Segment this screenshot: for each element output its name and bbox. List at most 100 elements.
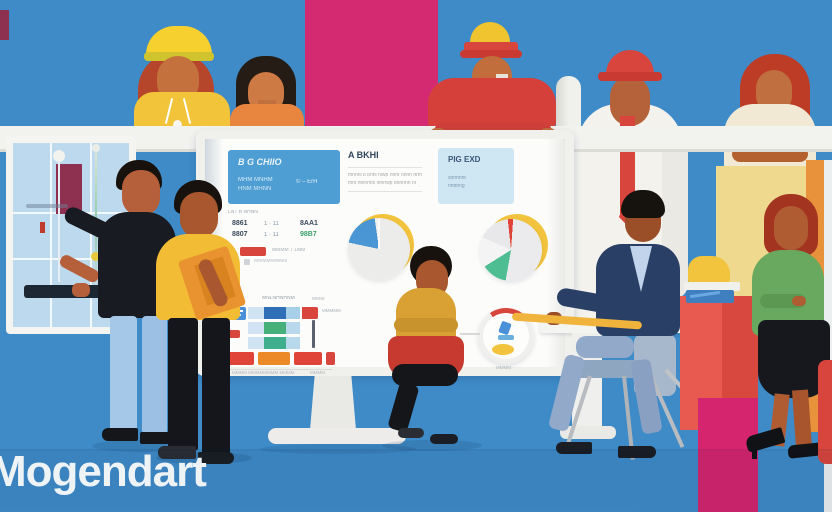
bar1-note: MMMMM [322, 309, 341, 313]
monitor-stand-neck [310, 376, 356, 430]
face [122, 170, 160, 216]
floor-seam [0, 449, 832, 451]
shoe-1 [398, 428, 424, 438]
bar1-seg-pale [286, 307, 300, 319]
torso [230, 104, 304, 130]
bar2-seg-pale [286, 322, 300, 334]
white-tray [684, 282, 740, 291]
list-note2: MMMMMMMM [254, 259, 288, 264]
grid-line-v1 [50, 143, 52, 327]
bar1-seg-red [302, 307, 318, 319]
lightblue-panel-line2: hnttnng [448, 184, 465, 189]
hand [792, 296, 806, 306]
shoe-2 [140, 432, 174, 444]
blue-card-line1: MHM MNHM [238, 177, 273, 183]
mid-divider-1 [348, 167, 422, 168]
monitor-shadow [260, 444, 416, 454]
blue-card-right-stat: © – ErH [296, 179, 318, 185]
block-orange [258, 352, 290, 365]
heel-spike-1 [752, 446, 757, 459]
grid-line-v2 [90, 143, 92, 327]
blue-card-line2: HNM MHNN [238, 186, 272, 192]
face [180, 192, 218, 238]
note-icon [244, 259, 250, 265]
donut-blue-glyph-2 [498, 335, 514, 340]
list-row1-mid: 1 · 11 [264, 221, 279, 227]
magenta-panel [698, 398, 758, 512]
list-label: LNT B NHNN [228, 210, 258, 215]
thigh [576, 336, 634, 358]
pie-mid-needle [378, 219, 380, 249]
logo-wordmark: Mogendart [0, 448, 207, 496]
ball-marker-1 [53, 150, 65, 162]
floor-tint [0, 451, 832, 512]
chair-seat [576, 360, 648, 378]
bar2-seg-green [264, 322, 286, 334]
red-tick [40, 222, 45, 233]
pants-leg-1 [168, 318, 198, 450]
hair [621, 190, 665, 218]
pie-right [480, 219, 542, 281]
red-badge: MMM [240, 247, 266, 262]
bar3-seg-green [264, 337, 286, 349]
mid-card-line1: mnhnl b bnhl hlwp nhnt hnnn nrm [348, 173, 422, 178]
lightblue-panel-line1: snhnnnt [448, 176, 466, 181]
pants-leg-2 [202, 318, 230, 454]
block-red-3 [326, 352, 335, 365]
small-red-pill [226, 330, 240, 338]
ball-marker-3 [91, 252, 100, 261]
monitor-stand-base [268, 428, 406, 444]
red-chair-sliver [818, 360, 832, 464]
maroon-edge-block [0, 10, 9, 40]
block-red-1 [228, 352, 254, 365]
bowler-hat-brim [598, 72, 662, 81]
ball-marker-2 [92, 144, 100, 152]
mid-card-line2: mnt nhlnmhl lhnhwp bnhnhn nr [348, 181, 417, 186]
gauge-guide-line [460, 333, 480, 335]
bars-cursor [312, 320, 315, 348]
bar1-seg-dark-blue [264, 307, 286, 319]
torso [428, 78, 556, 130]
shoe-2 [430, 434, 458, 444]
list-note: MMMM 7 1MM [272, 248, 306, 253]
axis-line [228, 369, 332, 370]
donut-yellow-accent [492, 344, 514, 355]
donut-label: MMMM [496, 366, 511, 370]
shoe-1 [158, 446, 196, 459]
mid-card-title: A BKHI [348, 151, 379, 160]
bars-header-right: MMM [312, 297, 325, 302]
block-red-2 [294, 352, 322, 365]
red-badge-text: MMM [246, 256, 260, 262]
dashboard-lightblue-panel [438, 148, 514, 204]
axis-label: MMMM MMMMMMMM MMMM [232, 371, 295, 375]
bar3-seg-pale [286, 337, 300, 349]
list-row1-left: 8861 [232, 220, 248, 227]
list-row1-right: 8AA1 [300, 220, 318, 227]
hand-on-bar [72, 283, 90, 297]
arm-wrap [394, 318, 458, 332]
dashboard-blue-card [228, 150, 340, 204]
list-row2-left: 8807 [232, 231, 248, 238]
shoe-2 [618, 446, 656, 458]
floor-shadow [382, 440, 482, 451]
shin [387, 381, 420, 433]
bar1-seg-light [248, 307, 264, 319]
list-row2-right: 98B7 [300, 231, 317, 238]
thigh [392, 364, 458, 386]
blue-card-title: B G CHIIO [238, 158, 282, 167]
list-row2-mid: 1 · 11 [264, 232, 279, 238]
lightblue-panel-title: PIG EXD [448, 156, 481, 164]
yellow-object [688, 256, 730, 284]
shoe-1 [102, 428, 138, 441]
jeans-leg-1 [110, 316, 137, 432]
hat-brim [460, 50, 522, 58]
mid-divider-2 [348, 191, 422, 192]
pendant [173, 120, 182, 130]
axis-label-right: MMMM [310, 371, 325, 375]
stick-1 [58, 158, 60, 282]
scribble-text [26, 204, 68, 208]
magenta-block [305, 0, 438, 129]
shoe-1 [556, 442, 592, 454]
bars-header: MNLNHNHNM [262, 296, 295, 301]
